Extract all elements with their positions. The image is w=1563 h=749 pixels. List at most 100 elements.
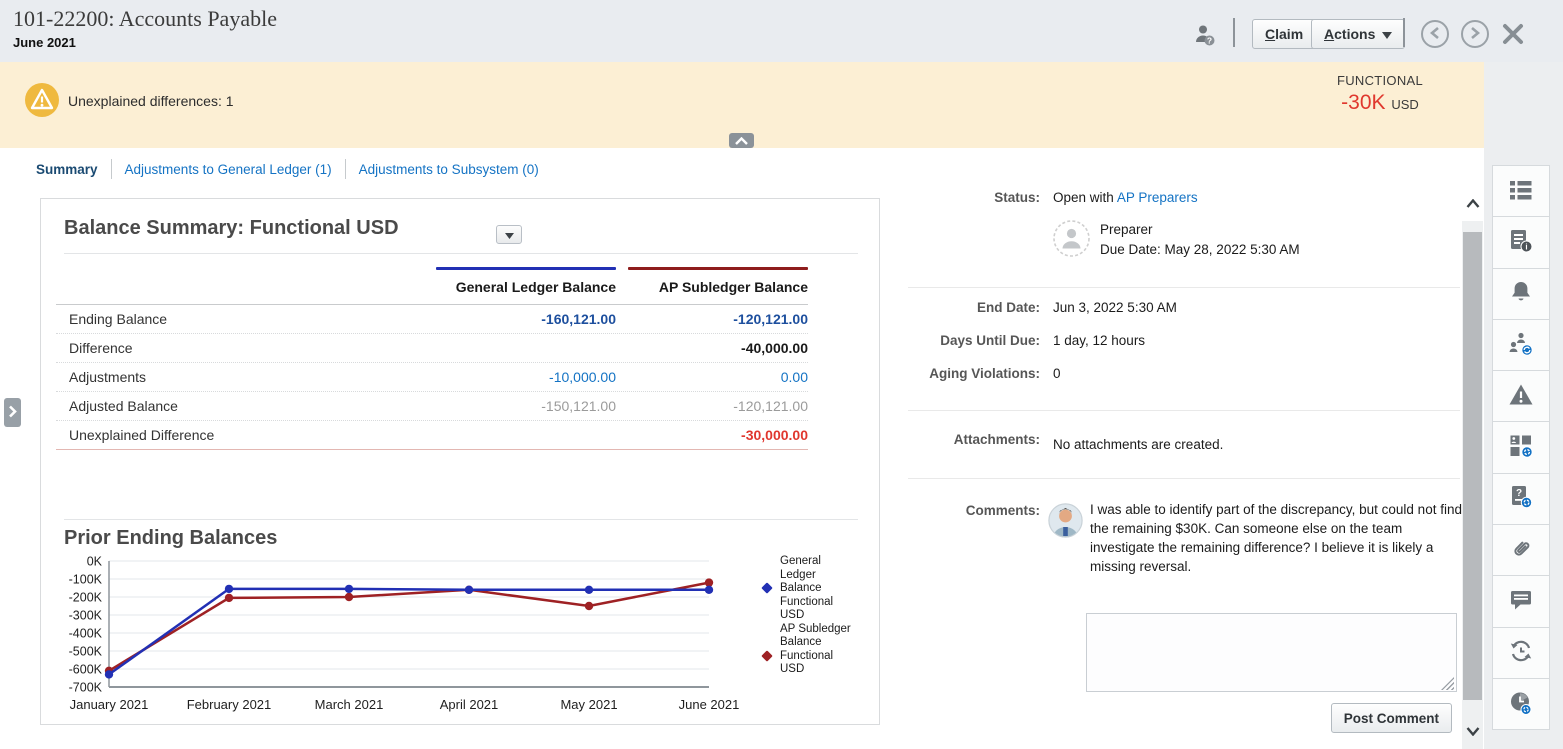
rail-list-view-button[interactable] <box>1492 166 1550 218</box>
card-divider <box>64 519 858 520</box>
legend-item: General Ledger Balance Functional USD <box>761 555 855 623</box>
svg-text:-400K: -400K <box>69 627 103 641</box>
svg-text:i: i <box>1525 243 1527 252</box>
main-content: Summary Adjustments to General Ledger (1… <box>0 148 1484 749</box>
rail-workflow-button[interactable] <box>1492 319 1550 372</box>
toolbar-divider <box>1403 18 1405 47</box>
tab-adjustments-subsystem[interactable]: Adjustments to Subsystem (0) <box>358 161 539 177</box>
aging-violations-label: Aging Violations: <box>929 366 1040 381</box>
close-button[interactable] <box>1501 22 1525 49</box>
tab-adjustments-general-ledger[interactable]: Adjustments to General Ledger (1) <box>124 161 332 177</box>
ap-value: -120,121.00 <box>733 398 808 414</box>
gl-value-link[interactable]: -10,000.00 <box>549 369 616 385</box>
actions-accesskey: A <box>1324 26 1335 42</box>
legend-label: AP Subledger Balance Functional USD <box>780 622 851 676</box>
actions-button[interactable]: Actions <box>1311 19 1406 49</box>
related-items-icon <box>1508 433 1534 462</box>
rail-aging-button[interactable] <box>1492 678 1550 731</box>
claim-label: laim <box>1275 26 1304 42</box>
ap-value-link[interactable]: 0.00 <box>780 369 808 385</box>
post-comment-button[interactable]: Post Comment <box>1330 703 1452 733</box>
tab-bar: Summary Adjustments to General Ledger (1… <box>36 159 539 179</box>
chevron-right-icon <box>8 405 17 421</box>
tab-summary[interactable]: Summary <box>36 161 98 177</box>
attachments-label: Attachments: <box>953 432 1040 447</box>
commenter-avatar <box>1048 503 1083 538</box>
svg-text:?: ? <box>1516 488 1522 499</box>
new-comment-input[interactable] <box>1086 613 1457 692</box>
preparer-due-date: Due Date: May 28, 2022 5:30 AM <box>1100 242 1300 257</box>
preparer-role: Preparer <box>1100 222 1153 237</box>
reassign-user-button[interactable]: ? <box>1192 22 1218 51</box>
svg-text:?: ? <box>1207 36 1212 46</box>
comments-label: Comments: <box>965 503 1040 518</box>
chart-legend: General Ledger Balance Functional USD AP … <box>761 555 855 677</box>
svg-text:-100K: -100K <box>69 573 103 587</box>
rail-properties-button[interactable]: i <box>1492 217 1550 269</box>
row-label: Ending Balance <box>69 311 168 327</box>
aging-clock-icon <box>1508 690 1534 719</box>
rail-attachments-button[interactable] <box>1492 525 1550 577</box>
next-button[interactable] <box>1461 20 1489 48</box>
rail-questionnaire-button[interactable]: ? <box>1492 473 1550 526</box>
comment-text: I was able to identify part of the discr… <box>1090 502 1462 574</box>
close-icon <box>1501 24 1525 49</box>
comment-bubble-icon <box>1508 587 1534 616</box>
svg-text:April 2021: April 2021 <box>440 697 499 712</box>
status-group-link[interactable]: AP Preparers <box>1116 190 1198 205</box>
legend-item: AP Subledger Balance Functional USD <box>761 622 855 677</box>
balance-table-header: General Ledger Balance AP Subledger Bala… <box>56 267 808 305</box>
status-label: Status: <box>994 190 1040 205</box>
svg-text:-600K: -600K <box>69 663 103 677</box>
list-view-icon <box>1508 177 1534 206</box>
balance-view-dropdown[interactable] <box>496 225 522 244</box>
gl-series-bar <box>436 267 616 270</box>
rail-related-items-button[interactable] <box>1492 422 1550 474</box>
svg-text:-200K: -200K <box>69 591 103 605</box>
currency-label: USD <box>1391 97 1419 112</box>
status-text: Open with <box>1053 190 1114 205</box>
gl-value: -160,121.00 <box>541 311 616 327</box>
status-value: Open with AP Preparers <box>1053 190 1198 205</box>
end-date-value: Jun 3, 2022 5:30 AM <box>1053 300 1177 315</box>
row-label: Unexplained Difference <box>69 427 215 443</box>
attachments-value: No attachments are created. <box>1053 437 1224 452</box>
page-title: 101-22200: Accounts Payable <box>13 6 277 31</box>
vertical-scrollbar[interactable] <box>1462 185 1483 749</box>
table-row-difference: Difference -40,000.00 <box>56 334 808 363</box>
scroll-down-button[interactable] <box>1462 713 1483 749</box>
chevron-down-icon <box>1466 724 1480 739</box>
previous-button[interactable] <box>1421 20 1449 48</box>
post-comment-label: Post Comment <box>1343 710 1439 726</box>
preparer-avatar <box>1053 220 1090 257</box>
svg-text:January 2021: January 2021 <box>70 697 149 712</box>
collapse-banner-button[interactable] <box>729 133 754 148</box>
scrollbar-thumb[interactable] <box>1463 232 1482 700</box>
rail-warnings-button[interactable] <box>1492 371 1550 423</box>
row-label: Adjusted Balance <box>69 398 178 414</box>
warning-banner: Unexplained differences: 1 FUNCTIONAL -3… <box>0 62 1490 148</box>
user-question-icon: ? <box>1192 25 1218 51</box>
claim-accesskey: C <box>1265 26 1276 42</box>
rail-history-button[interactable] <box>1492 627 1550 679</box>
claim-button[interactable]: Claim <box>1252 19 1317 49</box>
aging-violations-value: 0 <box>1053 366 1061 381</box>
balance-amount: -30K USD <box>1318 91 1442 115</box>
workflow-users-icon <box>1508 331 1534 360</box>
expand-panel-handle[interactable] <box>4 398 21 427</box>
ap-series-bar <box>628 267 808 270</box>
attachments-row: Attachments: No attachments are created. <box>905 432 1460 452</box>
balance-summary-card: Balance Summary: Functional USD General … <box>40 198 880 725</box>
table-row-adjusted-balance: Adjusted Balance -150,121.00 -120,121.00 <box>56 392 808 421</box>
rail-alerts-button[interactable] <box>1492 268 1550 320</box>
legend-label: General Ledger Balance Functional USD <box>780 555 834 621</box>
svg-text:February 2021: February 2021 <box>187 697 272 712</box>
prior-balances-chart: 0K -100K -200K -300K -400K -500K -600K -700K Jan… <box>69 555 740 713</box>
bell-icon <box>1508 279 1534 308</box>
rail-comments-button[interactable] <box>1492 576 1550 628</box>
functional-balance-summary: FUNCTIONAL -30K USD <box>1318 73 1442 115</box>
table-row-ending-balance: Ending Balance -160,121.00 -120,121.00 <box>56 305 808 334</box>
toolbar-divider <box>1233 18 1235 47</box>
days-until-due-value: 1 day, 12 hours <box>1053 333 1146 348</box>
scroll-up-button[interactable] <box>1462 185 1483 221</box>
